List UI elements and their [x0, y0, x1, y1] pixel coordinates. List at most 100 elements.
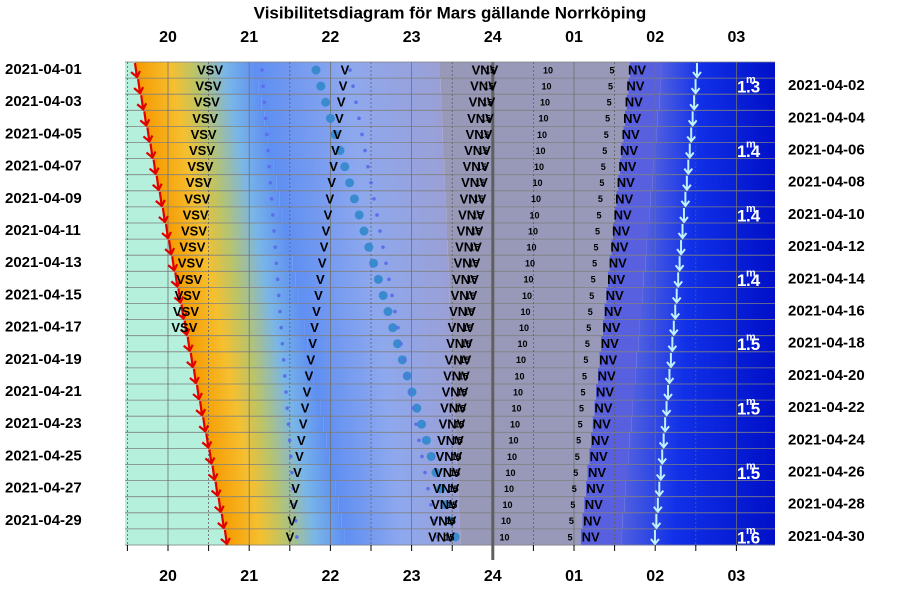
direction-label: V [312, 304, 321, 319]
direction-label: NV [614, 207, 632, 222]
dawn-band [659, 94, 775, 111]
hour-label-bottom: 03 [728, 568, 746, 585]
daylight-band [125, 416, 204, 433]
sunset-arrow [148, 159, 160, 176]
direction-label: VNV [457, 223, 484, 238]
altitude-label: 10 [499, 532, 509, 542]
mars-dot-small [263, 116, 268, 121]
date-label-right: 2021-04-04 [788, 109, 865, 126]
hour-label-top: 23 [403, 29, 421, 46]
direction-label: VNV [458, 207, 485, 222]
direction-label: NV [615, 191, 633, 206]
date-label-right: 2021-04-22 [788, 399, 865, 416]
direction-label: NV [625, 95, 643, 110]
date-label-left: 2021-04-09 [5, 190, 82, 207]
dawn-band [622, 512, 775, 530]
morning-band [604, 303, 641, 321]
evening-band [282, 206, 447, 224]
mars-dot [359, 226, 369, 236]
direction-label: VSV [194, 95, 220, 110]
sunset-arrow [167, 256, 179, 272]
dawn-band [662, 62, 775, 79]
altitude-label: 10 [517, 339, 527, 349]
altitude-label: 10 [538, 114, 548, 124]
direction-label: VNV [428, 529, 455, 544]
morning-band [613, 223, 648, 240]
dawn-band [655, 142, 775, 160]
hour-label-bottom: 01 [565, 568, 583, 585]
altitude-label: 5 [608, 82, 613, 92]
direction-label: NV [585, 497, 603, 512]
night-band [456, 432, 591, 449]
mars-dot-small [277, 293, 281, 298]
sunrise-arrow [687, 111, 698, 127]
twilight-band [135, 62, 255, 79]
sunrise-arrow [671, 288, 682, 305]
sunset-arrow [192, 384, 203, 401]
dawn-band [648, 223, 775, 240]
direction-label: VSV [179, 240, 205, 255]
direction-label: V [305, 368, 314, 383]
sunrise-arrow [657, 449, 667, 466]
direction-label: VNV [455, 240, 482, 255]
daylight-band [125, 255, 173, 272]
direction-label: NV [582, 529, 600, 544]
altitude-label: 15 [449, 484, 459, 494]
evening-band [313, 367, 454, 385]
direction-label: V [303, 384, 312, 399]
twilight-band [215, 480, 336, 498]
magnitude-unit: m [746, 267, 756, 279]
altitude-label: 5 [609, 65, 614, 75]
hour-label-bottom: 02 [646, 568, 664, 585]
altitude-label: 5 [602, 146, 607, 156]
morning-band [628, 78, 661, 95]
magnitude-unit: m [746, 203, 756, 215]
mars-dot-small [408, 390, 412, 394]
direction-label: VNV [430, 513, 457, 528]
sunset-arrow [155, 191, 166, 208]
altitude-label: 10 [505, 468, 515, 478]
mars-dot [345, 178, 355, 188]
mars-dot [388, 323, 398, 333]
direction-label: NV [622, 127, 640, 142]
altitude-label: 10 [514, 371, 524, 381]
evening-band [304, 319, 452, 337]
direction-label: V [289, 497, 298, 512]
date-label-left: 2021-04-15 [5, 286, 82, 303]
sunrise-arrow [690, 79, 701, 95]
direction-label: VNV [442, 384, 469, 399]
night-band [440, 62, 630, 79]
night-band [440, 78, 629, 95]
sunrise-arrow [679, 207, 689, 224]
sunrise-arrow [686, 127, 696, 144]
dawn-band [642, 287, 775, 304]
magnitude-whole: 1 [737, 464, 746, 483]
hour-label-bottom: 21 [240, 568, 258, 585]
sunset-arrow [161, 223, 172, 240]
date-label-left: 2021-04-01 [5, 61, 82, 78]
mars-dot-small [354, 100, 358, 105]
altitude-label: 10 [522, 291, 532, 301]
mars-dot [426, 451, 436, 461]
twilight-band [200, 400, 321, 417]
twilight-band [153, 158, 274, 176]
date-label-left: 2021-04-29 [5, 512, 82, 529]
hour-label-top: 24 [484, 29, 502, 46]
altitude-label: 5 [578, 420, 583, 430]
morning-band [607, 271, 644, 288]
sunrise-arrow [683, 159, 694, 176]
twilight-band [156, 174, 277, 192]
dawn-band [624, 496, 775, 514]
daylight-band [125, 464, 213, 482]
morning-band [599, 351, 637, 369]
mars-dot [431, 468, 441, 478]
sunset-arrow [173, 288, 185, 305]
title: Visibilitetsdiagram för Mars gällande No… [254, 3, 647, 22]
night-band [443, 142, 622, 160]
morning-band [596, 384, 634, 401]
direction-label: VSV [192, 111, 218, 126]
altitude-label: 15 [453, 436, 463, 446]
mars-dot [373, 274, 383, 284]
sunset-arrow [217, 513, 228, 530]
evening-band [264, 110, 443, 127]
